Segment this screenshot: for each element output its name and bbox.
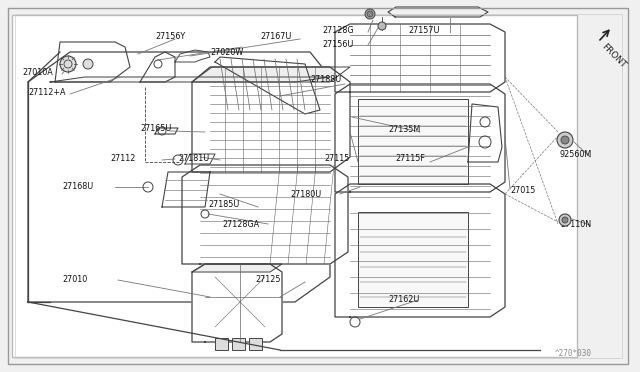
Bar [215,338,228,350]
Text: 27162U: 27162U [388,295,419,305]
Polygon shape [335,84,505,192]
Polygon shape [192,264,282,342]
Circle shape [367,11,373,17]
Text: 27156U: 27156U [322,39,353,48]
Circle shape [378,22,386,30]
Text: 92560M: 92560M [560,150,592,158]
Text: 27128GA: 27128GA [222,219,259,228]
Text: 27015: 27015 [510,186,536,195]
Polygon shape [335,184,505,317]
Circle shape [561,136,569,144]
Text: 27157U: 27157U [408,26,440,35]
Circle shape [60,56,76,72]
Bar [249,338,262,350]
Text: 27112: 27112 [110,154,136,163]
Text: 27128G: 27128G [322,26,354,35]
Polygon shape [50,77,330,82]
Text: 27115: 27115 [324,154,349,163]
Polygon shape [182,165,348,264]
Text: ^270*030: ^270*030 [555,350,592,359]
Text: 27020W: 27020W [210,48,243,57]
Text: 27167U: 27167U [260,32,291,41]
Text: 27010A: 27010A [22,67,52,77]
Bar [358,212,468,307]
Bar [358,99,468,184]
Text: 27168U: 27168U [62,182,93,190]
Bar [232,338,245,350]
Polygon shape [28,52,330,302]
Text: 27180U: 27180U [290,189,321,199]
Bar [12,15,577,357]
Circle shape [559,214,571,226]
Text: 27110N: 27110N [560,219,591,228]
Text: 27112+A: 27112+A [28,87,65,96]
Text: 27181U: 27181U [178,154,209,163]
Text: 27165U: 27165U [140,124,172,132]
Circle shape [83,59,93,69]
Circle shape [557,132,573,148]
Polygon shape [192,67,350,172]
Polygon shape [192,264,282,272]
Text: 27010: 27010 [62,276,87,285]
Circle shape [365,9,375,19]
Text: 27125: 27125 [255,276,280,285]
Polygon shape [335,24,505,92]
Text: FRONT: FRONT [600,42,628,70]
Circle shape [562,217,568,223]
Text: 27185U: 27185U [208,199,239,208]
Text: 27115F: 27115F [395,154,425,163]
Polygon shape [192,67,350,82]
Text: 27156Y: 27156Y [155,32,185,41]
Text: 27188U: 27188U [310,74,341,83]
Text: 27135M: 27135M [388,125,420,134]
